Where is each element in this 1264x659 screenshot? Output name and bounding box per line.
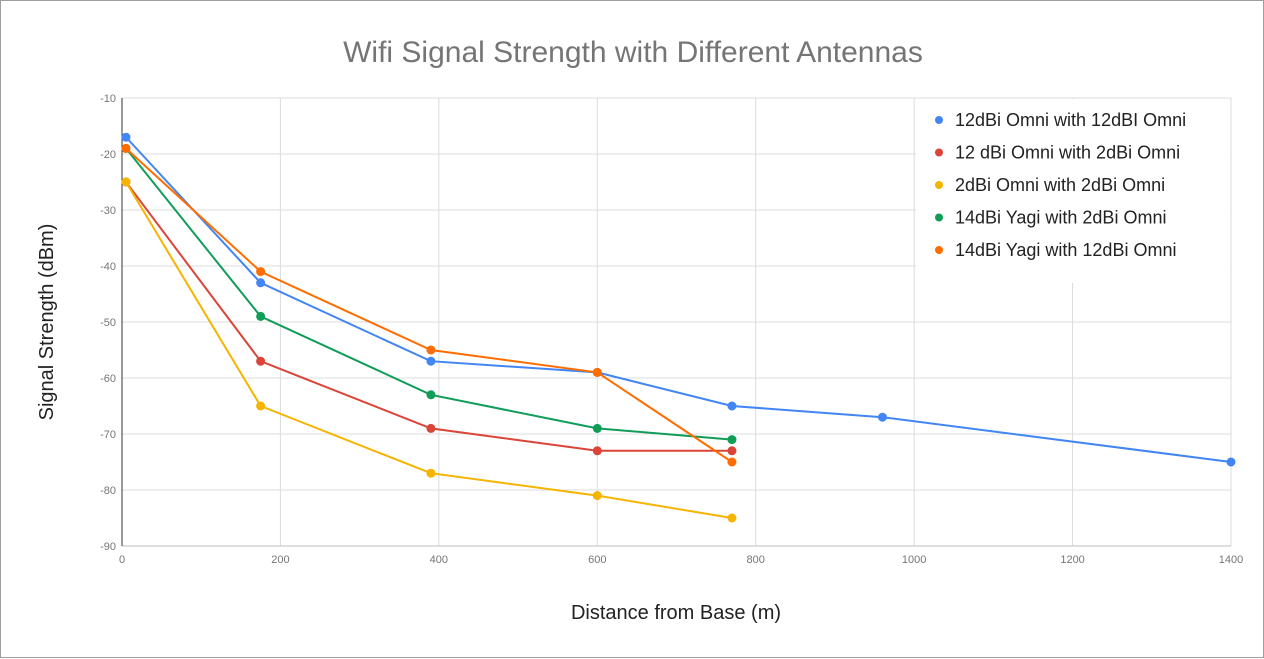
legend-entry: 12 dBi Omni with 2dBi Omni <box>955 143 1180 163</box>
data-point <box>727 457 737 467</box>
legend-swatch <box>935 181 943 189</box>
y-tick-label: -60 <box>100 373 116 385</box>
legend-entry: 14dBi Yagi with 2dBi Omni <box>955 208 1166 228</box>
data-point <box>592 367 602 377</box>
x-axis-label: Distance from Base (m) <box>571 602 781 624</box>
data-point <box>877 412 887 422</box>
y-axis-label: Signal Strength (dBm) <box>36 224 58 421</box>
legend-entry: 12dBi Omni with 12dBI Omni <box>955 110 1186 130</box>
x-tick-label: 800 <box>747 554 765 566</box>
y-tick-label: -70 <box>100 429 116 441</box>
legend-entry: 2dBi Omni with 2dBi Omni <box>955 175 1165 195</box>
data-point <box>426 356 436 366</box>
data-point <box>426 390 436 400</box>
data-point <box>256 356 266 366</box>
data-point <box>727 513 737 523</box>
y-tick-label: -50 <box>100 317 116 329</box>
legend-swatch <box>935 213 943 222</box>
y-tick-label: -10 <box>100 93 116 105</box>
legend-box <box>916 99 1230 283</box>
data-point <box>592 446 602 456</box>
x-tick-label: 600 <box>588 554 606 566</box>
x-tick-label: 0 <box>119 554 125 566</box>
series-line <box>125 181 732 452</box>
legend-swatch <box>935 246 943 254</box>
chart-title: Wifi Signal Strength with Different Ante… <box>343 36 923 69</box>
x-tick-label: 1000 <box>902 554 926 566</box>
data-point <box>592 491 602 501</box>
data-point <box>121 143 131 153</box>
data-point <box>727 435 737 445</box>
data-point <box>121 177 131 187</box>
data-point <box>256 401 266 411</box>
data-point <box>592 423 602 433</box>
y-tick-label: -90 <box>100 541 116 553</box>
legend-swatch <box>935 148 943 157</box>
series-line <box>125 147 733 463</box>
data-point <box>426 468 436 478</box>
y-tick-label: -30 <box>100 205 116 217</box>
legend-entry: 14dBi Yagi with 12dBi Omni <box>955 240 1176 260</box>
data-point <box>256 267 266 277</box>
x-tick-label: 400 <box>430 554 448 566</box>
y-tick-label: -20 <box>100 149 116 161</box>
data-point <box>121 132 131 142</box>
x-tick-label: 1200 <box>1060 554 1084 566</box>
data-point <box>256 311 266 321</box>
data-point <box>426 423 436 433</box>
x-tick-label: 200 <box>271 554 289 566</box>
data-point <box>426 345 436 355</box>
data-point <box>727 446 737 456</box>
y-tick-label: -40 <box>100 261 116 273</box>
x-tick-label: 1400 <box>1219 554 1243 566</box>
legend-swatch <box>935 116 943 124</box>
data-point <box>1226 457 1236 467</box>
data-point <box>727 401 737 411</box>
y-tick-label: -80 <box>100 485 116 497</box>
data-point <box>256 278 266 288</box>
